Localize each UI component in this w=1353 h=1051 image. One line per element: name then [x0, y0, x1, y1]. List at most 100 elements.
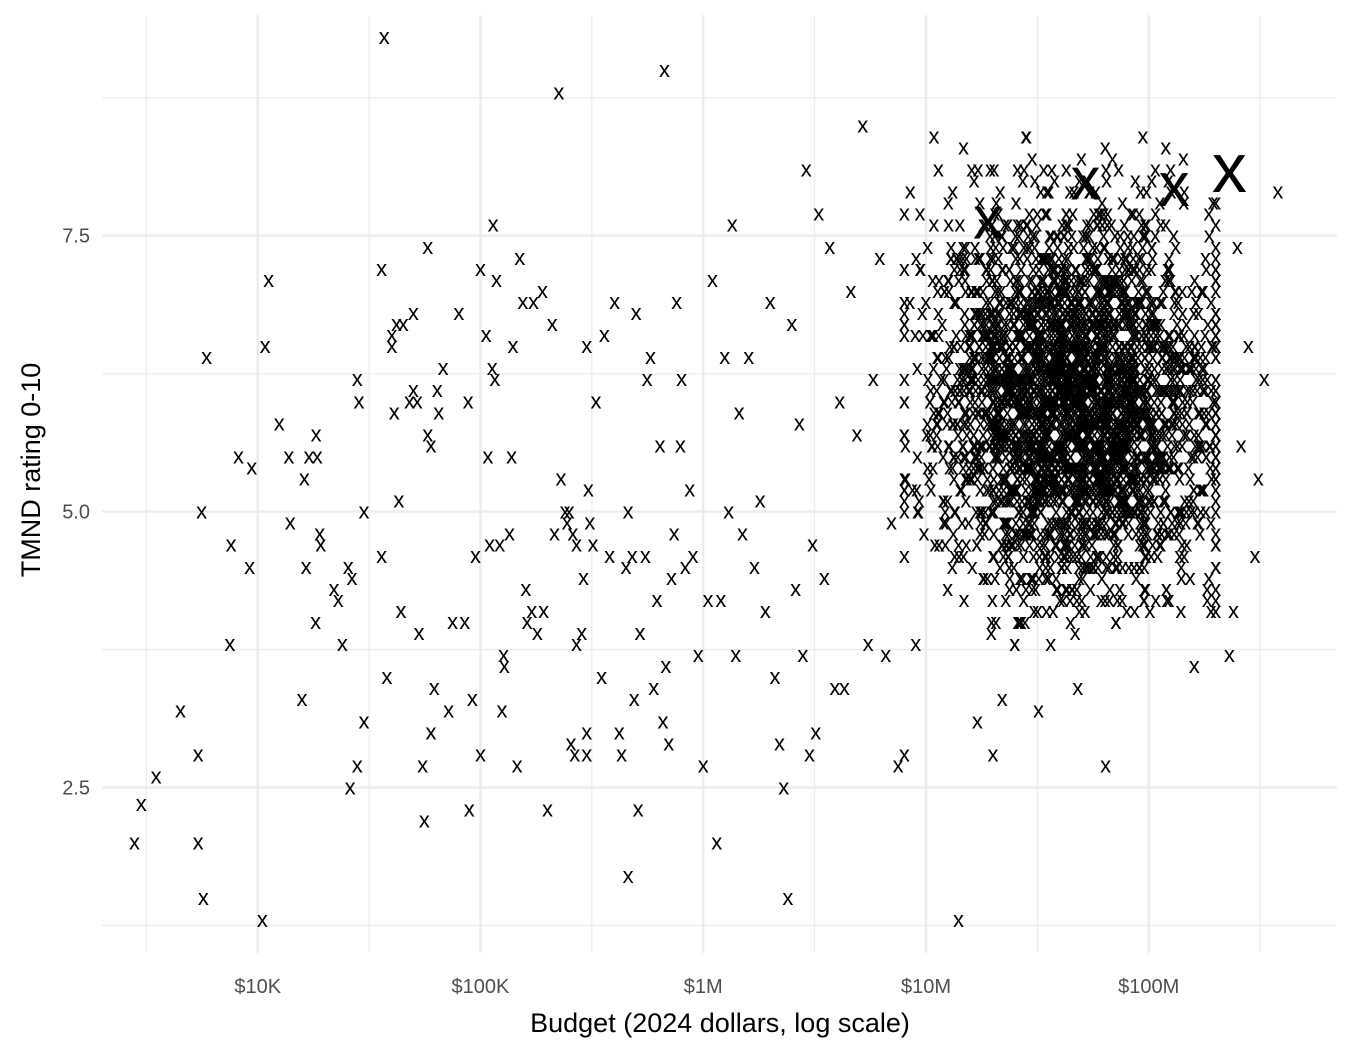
data-point: x — [711, 830, 722, 855]
data-point: x — [1146, 234, 1157, 259]
data-point: x — [857, 112, 868, 137]
data-point: x — [1122, 289, 1133, 314]
data-point: x — [1029, 311, 1040, 336]
data-point: x — [1101, 543, 1112, 568]
data-point: x — [328, 576, 339, 601]
data-point: x — [1051, 499, 1062, 524]
data-point: x — [1037, 454, 1048, 479]
data-point: x — [1107, 443, 1118, 468]
data-point: x — [1090, 256, 1101, 281]
data-point: x — [1100, 587, 1111, 612]
data-point: x — [1011, 388, 1022, 413]
data-point: x — [965, 388, 976, 413]
data-point: x — [1015, 212, 1026, 237]
data-point: x — [1082, 311, 1093, 336]
data-point: x — [1070, 410, 1081, 435]
data-point: x — [1064, 421, 1075, 446]
data-point: x — [1042, 377, 1053, 402]
data-point: x — [1185, 565, 1196, 590]
data-point: x — [1098, 333, 1109, 358]
data-point: x — [1096, 521, 1107, 546]
data-point: x — [1210, 377, 1221, 402]
data-point: x — [914, 201, 925, 226]
data-point: x — [1041, 179, 1052, 204]
data-point: x — [1033, 421, 1044, 446]
data-point: x — [1110, 267, 1121, 292]
data-point: x — [1101, 289, 1112, 314]
data-point: x — [1107, 421, 1118, 446]
data-point: x — [1046, 333, 1057, 358]
data-point: x — [1088, 377, 1099, 402]
data-point: x — [1054, 377, 1065, 402]
data-point: x — [1182, 388, 1193, 413]
data-point: x — [1099, 267, 1110, 292]
data-point: x — [1053, 289, 1064, 314]
data-point: x — [1051, 576, 1062, 601]
data-point: x — [1119, 410, 1130, 435]
data-point: x — [1137, 267, 1148, 292]
data-point: x — [1024, 234, 1035, 259]
data-point: x — [1129, 388, 1140, 413]
data-point: x — [1080, 366, 1091, 391]
data-point: x — [1017, 466, 1028, 491]
data-point: x — [1111, 499, 1122, 524]
data-point: x — [1023, 311, 1034, 336]
data-point: x — [957, 510, 968, 535]
data-point: x — [1123, 300, 1134, 325]
data-point: x — [1039, 488, 1050, 513]
data-point: x — [1070, 454, 1081, 479]
data-point: x — [1057, 355, 1068, 380]
data-point: x — [1053, 245, 1064, 270]
data-point: x — [1134, 421, 1145, 446]
data-point: x — [1053, 278, 1064, 303]
data-point: x — [912, 499, 923, 524]
data-point: x — [1067, 576, 1078, 601]
data-point: x — [1210, 267, 1221, 292]
data-point: x — [1152, 443, 1163, 468]
data-point: x — [1080, 300, 1091, 325]
data-point: x — [1035, 333, 1046, 358]
data-point: x — [1140, 223, 1151, 248]
data-point: x — [1080, 355, 1091, 380]
data-point: x — [1121, 410, 1132, 435]
data-point: x — [1024, 289, 1035, 314]
data-point: x — [447, 609, 458, 634]
data-point: x — [1050, 510, 1061, 535]
data-point: x — [1105, 432, 1116, 457]
data-point: x — [1028, 344, 1039, 369]
data-point: x — [1129, 598, 1140, 623]
data-point: x — [1161, 576, 1172, 601]
data-point: x — [1109, 477, 1120, 502]
data-point: x — [1178, 355, 1189, 380]
data-point: x — [1210, 366, 1221, 391]
data-point: x — [1061, 201, 1072, 226]
data-point: x — [1088, 256, 1099, 281]
data-point: x — [1116, 499, 1127, 524]
data-point: x — [1092, 543, 1103, 568]
data-point: x — [1027, 289, 1038, 314]
data-point: x — [1154, 532, 1165, 557]
data-point: x — [1071, 333, 1082, 358]
data-point: x — [1121, 355, 1132, 380]
data-point: x — [959, 355, 970, 380]
data-point: x — [1077, 267, 1088, 292]
data-point: x — [1148, 488, 1159, 513]
data-point: x — [1018, 510, 1029, 535]
data-point: x — [1138, 223, 1149, 248]
data-point: x — [985, 157, 996, 182]
data-point: x — [1210, 532, 1221, 557]
data-point: x — [1066, 333, 1077, 358]
data-point: x — [1057, 410, 1068, 435]
data-point: x — [1077, 366, 1088, 391]
data-point: x — [1111, 410, 1122, 435]
data-point: x — [950, 499, 961, 524]
y-axis-title: TMND rating 0-10 — [16, 363, 46, 578]
data-point: x — [1033, 333, 1044, 358]
data-point: x — [1037, 388, 1048, 413]
data-point: x — [984, 289, 995, 314]
data-point: x — [1022, 212, 1033, 237]
data-point: x — [968, 421, 979, 446]
data-point: x — [1119, 499, 1130, 524]
data-point: x — [1006, 234, 1017, 259]
data-point: x — [1097, 322, 1108, 347]
